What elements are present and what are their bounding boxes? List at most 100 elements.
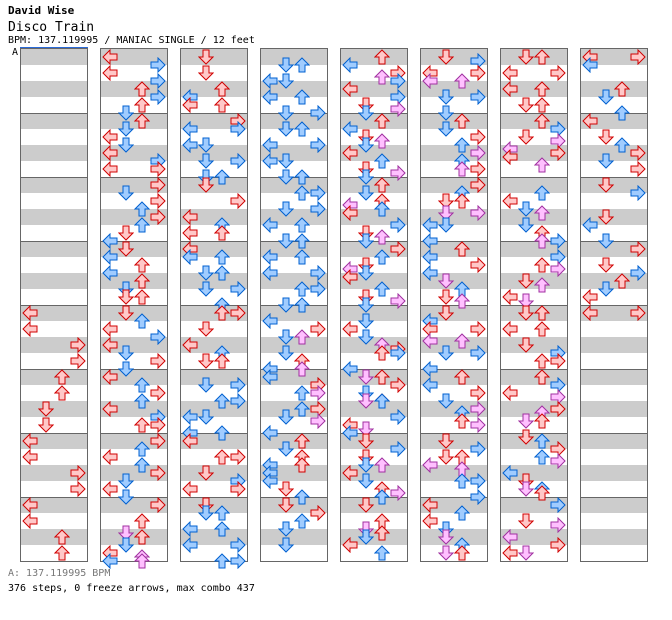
bpm-marker-line [20, 47, 88, 48]
left-arrow-icon [262, 217, 278, 233]
up-arrow-icon [374, 49, 390, 65]
beat-row [101, 369, 167, 385]
measure-line [341, 177, 407, 178]
step-stats: 376 steps, 0 freeze arrows, max combo 43… [8, 583, 255, 594]
right-arrow-icon [470, 489, 486, 505]
up-arrow-icon [534, 369, 550, 385]
up-arrow-icon [214, 393, 230, 409]
up-arrow-icon [374, 545, 390, 561]
right-arrow-icon [310, 321, 326, 337]
right-arrow-icon [230, 377, 246, 393]
up-arrow-icon [534, 257, 550, 273]
left-arrow-icon [102, 369, 118, 385]
right-arrow-icon [70, 465, 86, 481]
right-arrow-icon [470, 385, 486, 401]
down-arrow-icon [518, 49, 534, 65]
beat-row [261, 545, 327, 561]
up-arrow-icon [214, 505, 230, 521]
down-arrow-icon [518, 273, 534, 289]
beat-row [21, 417, 87, 433]
down-arrow-icon [278, 409, 294, 425]
up-arrow-icon [294, 433, 310, 449]
up-arrow-icon [534, 353, 550, 369]
beat-row [261, 337, 327, 353]
down-arrow-icon [598, 177, 614, 193]
beat-row [581, 145, 647, 161]
up-arrow-icon [294, 169, 310, 185]
up-arrow-icon [134, 441, 150, 457]
down-arrow-icon [118, 361, 134, 377]
up-arrow-icon [374, 393, 390, 409]
up-arrow-icon [374, 457, 390, 473]
left-arrow-icon [262, 73, 278, 89]
down-arrow-icon [438, 393, 454, 409]
measure-line [21, 241, 87, 242]
left-arrow-icon [102, 337, 118, 353]
beat-row [421, 497, 487, 513]
right-arrow-icon [390, 409, 406, 425]
measure-line [581, 177, 647, 178]
down-arrow-icon [358, 137, 374, 153]
up-arrow-icon [54, 529, 70, 545]
measure-line [101, 497, 167, 498]
measure-line [21, 177, 87, 178]
right-arrow-icon [230, 481, 246, 497]
beat-row [181, 433, 247, 449]
down-arrow-icon [438, 305, 454, 321]
up-arrow-icon [454, 73, 470, 89]
up-arrow-icon [374, 201, 390, 217]
up-arrow-icon [534, 233, 550, 249]
beat-row [421, 113, 487, 129]
down-arrow-icon [278, 441, 294, 457]
beat-row [581, 49, 647, 65]
beat-row [421, 145, 487, 161]
down-arrow-icon [598, 281, 614, 297]
up-arrow-icon [374, 113, 390, 129]
beat-row [181, 369, 247, 385]
right-arrow-icon [470, 417, 486, 433]
up-arrow-icon [374, 489, 390, 505]
measure-line [21, 305, 87, 306]
left-arrow-icon [22, 449, 38, 465]
beat-row [21, 289, 87, 305]
right-arrow-icon [390, 485, 406, 501]
beat-row [261, 241, 327, 257]
beat-row [181, 209, 247, 225]
left-arrow-icon [182, 209, 198, 225]
beat-row [101, 337, 167, 353]
left-arrow-icon [582, 57, 598, 73]
beat-row [21, 49, 87, 65]
beat-row [501, 497, 567, 513]
beat-row [501, 529, 567, 545]
beat-row [101, 497, 167, 513]
left-arrow-icon [262, 265, 278, 281]
chart-column [340, 48, 408, 562]
left-arrow-icon [582, 289, 598, 305]
left-arrow-icon [102, 401, 118, 417]
left-arrow-icon [182, 481, 198, 497]
beat-row [341, 49, 407, 65]
right-arrow-icon [390, 165, 406, 181]
down-arrow-icon [438, 49, 454, 65]
right-arrow-icon [630, 241, 646, 257]
right-arrow-icon [310, 201, 326, 217]
up-arrow-icon [534, 205, 550, 221]
right-arrow-icon [390, 241, 406, 257]
right-arrow-icon [470, 161, 486, 177]
left-arrow-icon [102, 321, 118, 337]
beat-row [181, 81, 247, 97]
right-arrow-icon [470, 473, 486, 489]
left-arrow-icon [182, 137, 198, 153]
left-arrow-icon [502, 321, 518, 337]
left-arrow-icon [422, 233, 438, 249]
left-arrow-icon [182, 249, 198, 265]
beat-row [101, 401, 167, 417]
up-arrow-icon [134, 289, 150, 305]
beat-row [101, 465, 167, 481]
beat-row [421, 241, 487, 257]
beat-row [21, 497, 87, 513]
down-arrow-icon [598, 233, 614, 249]
left-arrow-icon [262, 473, 278, 489]
up-arrow-icon [294, 281, 310, 297]
right-arrow-icon [230, 153, 246, 169]
